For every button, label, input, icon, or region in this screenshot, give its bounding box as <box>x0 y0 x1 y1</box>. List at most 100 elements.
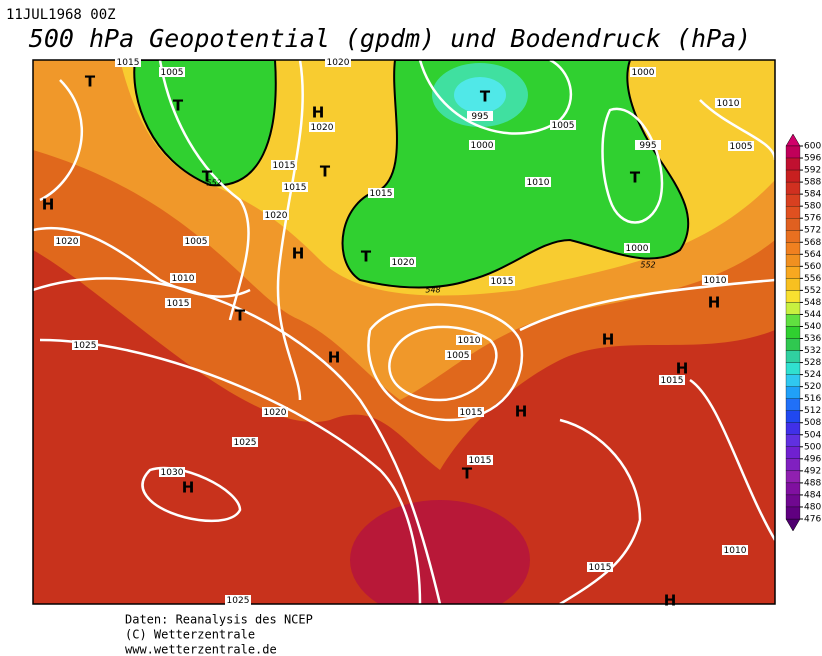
isobar-label: 1025 <box>232 437 258 448</box>
pressure-center: H <box>182 479 195 497</box>
colorbar-swatch <box>785 157 801 171</box>
isobar-label-box <box>165 298 191 308</box>
isobar-label-text: 1010 <box>717 99 740 109</box>
colorbar-swatch <box>785 290 801 303</box>
colorbar-label: 568 <box>804 238 821 248</box>
colorbar-swatch <box>785 506 801 520</box>
date: 11JUL1968 00Z <box>6 7 116 23</box>
isobar-label: 1010 <box>715 98 741 109</box>
isobar-label-box <box>72 340 98 350</box>
colorbar-swatch <box>785 230 801 243</box>
isobar-label: 995 <box>635 140 661 151</box>
colorbar-label: 480 <box>804 502 821 512</box>
isobar-label-box <box>467 455 493 465</box>
footer-copyright: (C) Wetterzentrale <box>125 628 255 642</box>
isobar-label-box <box>550 120 576 130</box>
pressure-center: T <box>361 248 372 266</box>
isobar-label-box <box>309 122 335 132</box>
colorbar-label: 504 <box>804 430 821 440</box>
isobar-label-text: 1020 <box>56 237 79 247</box>
colorbar-label: 548 <box>804 298 821 308</box>
colorbar-label: 564 <box>804 250 821 260</box>
isobar-label-text: 1010 <box>704 276 727 286</box>
pressure-center: H <box>328 349 341 367</box>
colorbar-swatch <box>785 398 801 411</box>
isobar-label-text: 1015 <box>460 408 483 418</box>
isobar-label-text: 1030 <box>161 468 184 478</box>
colorbar-label: 540 <box>804 322 821 332</box>
colorbar-swatch <box>785 302 801 315</box>
isobar-label: 1005 <box>183 236 209 247</box>
colorbar-label: 508 <box>804 418 821 428</box>
isobar-label-box <box>159 467 185 477</box>
isobar-label: 1010 <box>722 545 748 556</box>
isobar-label-box <box>368 188 394 198</box>
isobar-label-text: 1025 <box>234 438 257 448</box>
isobar-label-text: 1015 <box>370 189 393 199</box>
isobar-label-box <box>489 276 515 286</box>
title: 500 hPa Geopotential (gpdm) und Bodendru… <box>29 24 751 53</box>
isobar-label: 1010 <box>456 335 482 346</box>
colorbar-swatch <box>785 193 801 207</box>
colorbar-label: 560 <box>804 262 821 272</box>
map <box>33 60 775 604</box>
isobar-label: 995 <box>467 111 493 122</box>
colorbar-label: 512 <box>804 406 821 416</box>
isobar-label: 1025 <box>72 340 98 351</box>
isobar-label-box <box>635 140 661 150</box>
isobar-label: 1005 <box>550 120 576 131</box>
isobar-label-text: 1000 <box>632 68 655 78</box>
isobar-label-box <box>702 275 728 285</box>
colorbar-swatch <box>785 470 801 484</box>
isobar-label: 1015 <box>458 407 484 418</box>
isobar-label: 1020 <box>54 236 80 247</box>
colorbar-swatch <box>785 181 801 195</box>
isobar-label: 1005 <box>728 141 754 152</box>
isobar-label-box <box>232 437 258 447</box>
colorbar-label: 588 <box>804 178 821 188</box>
pressure-center: T <box>462 465 473 483</box>
contour-label: 552 <box>640 261 655 270</box>
colorbar-swatch <box>785 242 801 255</box>
isobar-label-box <box>390 257 416 267</box>
isobar-label: 1020 <box>390 257 416 268</box>
isobar-label-text: 1020 <box>264 408 287 418</box>
colorbar-label: 532 <box>804 346 821 356</box>
isobar-label-box <box>659 375 685 385</box>
isobar-label-box <box>456 335 482 345</box>
colorbar-label: 600 <box>804 142 821 152</box>
colorbar-label: 536 <box>804 334 821 344</box>
contour-label: 548 <box>425 286 440 295</box>
pressure-center: H <box>292 245 305 263</box>
colorbar-label: 520 <box>804 382 821 392</box>
isobar-label-text: 995 <box>639 141 656 151</box>
footer-source: Daten: Reanalysis des NCEP <box>125 613 313 627</box>
isobar-label: 1025 <box>225 595 251 606</box>
isobar-label-box <box>728 141 754 151</box>
isobar-label-box <box>225 595 251 605</box>
isobar-label-text: 1000 <box>626 244 649 254</box>
isobar-label-box <box>715 98 741 108</box>
isobar-label-text: 1010 <box>527 178 550 188</box>
colorbar-label: 584 <box>804 190 821 200</box>
colorbar-swatch <box>785 482 801 496</box>
isobar-label: 1015 <box>587 562 613 573</box>
colorbar-label: 596 <box>804 154 821 164</box>
isobar-label-box <box>159 67 185 77</box>
colorbar-label: 556 <box>804 274 821 284</box>
isobar-label-text: 1025 <box>74 341 97 351</box>
isobar-label: 1015 <box>282 182 308 193</box>
isobar-label-text: 1020 <box>265 211 288 221</box>
pressure-center: H <box>515 403 528 421</box>
isobar-label: 1030 <box>159 467 185 478</box>
isobar-label: 1005 <box>159 67 185 78</box>
isobar-label-box <box>183 236 209 246</box>
isobar-label-box <box>525 177 551 187</box>
isobar-label-box <box>624 243 650 253</box>
isobar-label-text: 1025 <box>227 596 250 606</box>
isobar-label: 1010 <box>525 177 551 188</box>
isobar-label-text: 1015 <box>273 161 296 171</box>
isobar-label: 1000 <box>630 67 656 78</box>
pressure-center: T <box>202 168 213 186</box>
colorbar-swatch <box>785 386 801 399</box>
